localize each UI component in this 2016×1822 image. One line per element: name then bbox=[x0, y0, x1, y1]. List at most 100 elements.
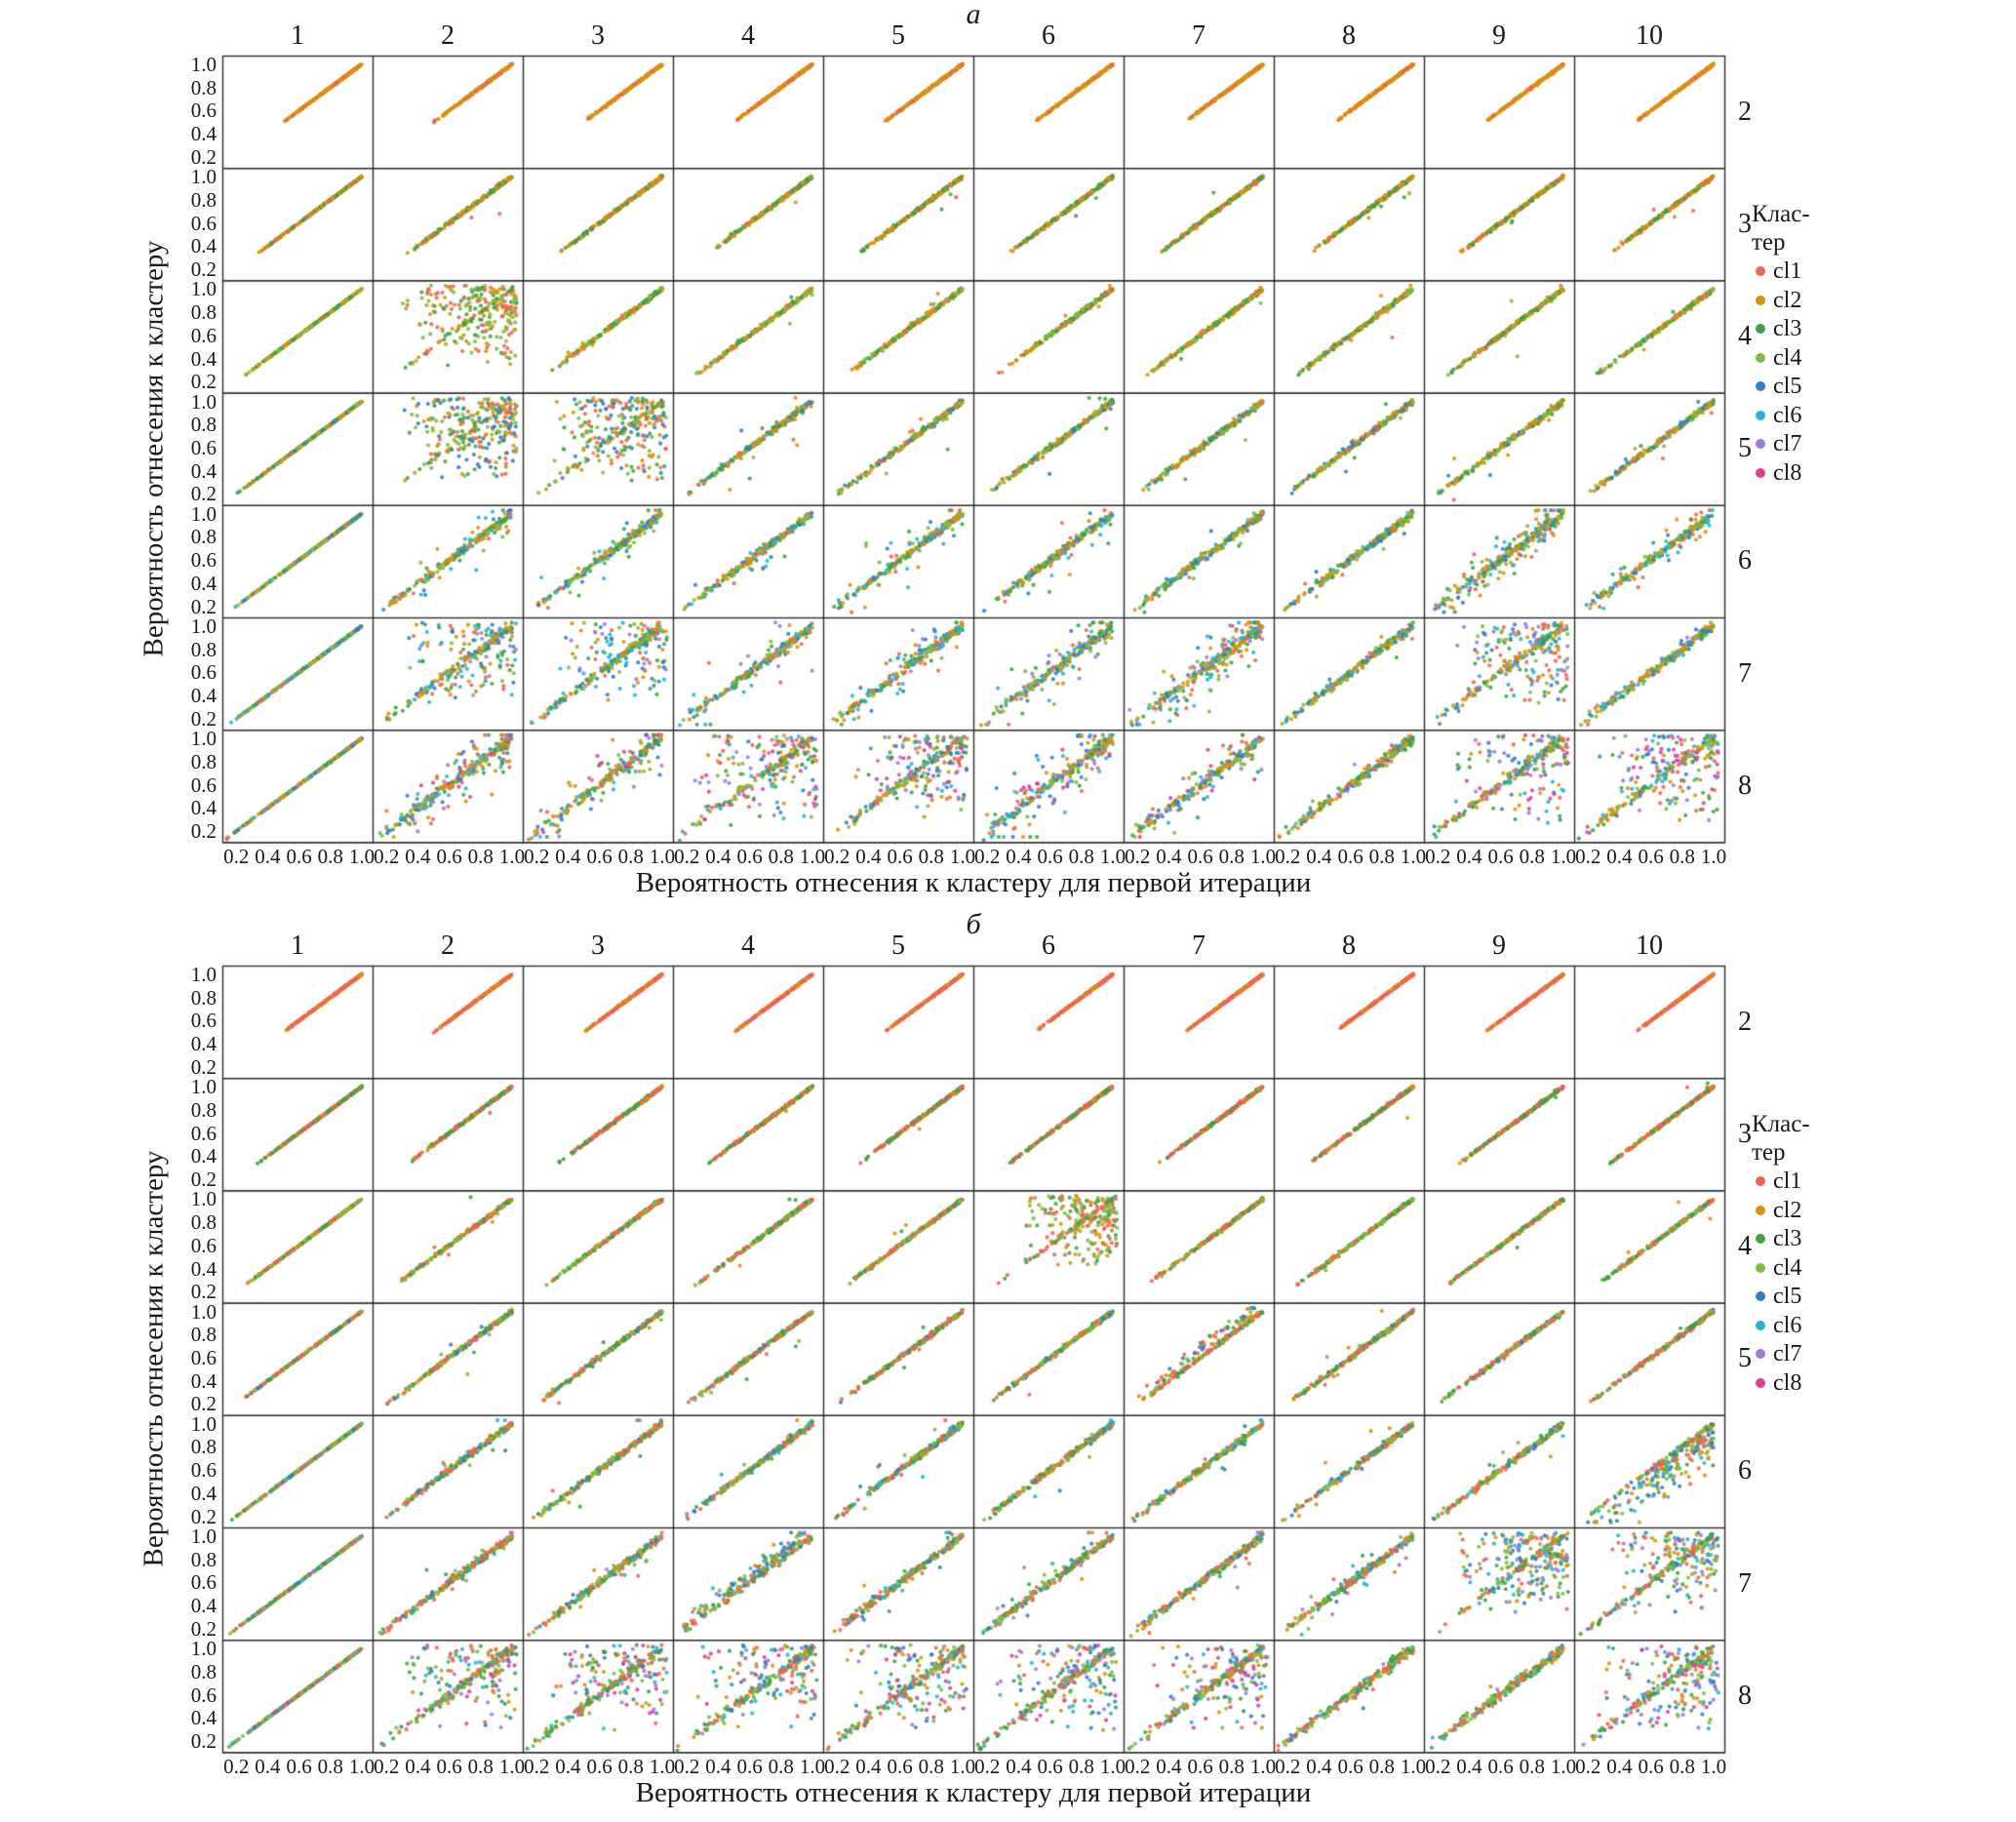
x-tick-label: 0.8 bbox=[1368, 1755, 1395, 1779]
y-tick-label: 0.6 bbox=[190, 1121, 217, 1145]
x-tick-label: 0.8 bbox=[1218, 1755, 1245, 1779]
y-tick-label: 0.8 bbox=[190, 1547, 217, 1571]
legend-item: cl6 bbox=[1756, 403, 1801, 428]
legend-swatch-cl6 bbox=[1756, 1320, 1765, 1330]
x-tick-label: 0.8 bbox=[1368, 845, 1395, 869]
x-tick-label: 0.8 bbox=[467, 845, 494, 869]
row-label: 3 bbox=[1738, 208, 1752, 239]
x-tick-label: 0.8 bbox=[1669, 845, 1695, 869]
y-tick-label: 0.6 bbox=[190, 436, 217, 459]
x-tick-label: 0.2 bbox=[374, 1755, 400, 1779]
column-header: 6 bbox=[1042, 931, 1055, 961]
legend-item: cl4 bbox=[1756, 345, 1801, 371]
x-tick-label: 0.4 bbox=[705, 1755, 731, 1779]
y-tick-label: 0.2 bbox=[190, 482, 217, 506]
x-tick-label: 0.6 bbox=[1337, 845, 1364, 869]
y-tick-label: 0.8 bbox=[190, 985, 217, 1010]
x-tick-label: 0.2 bbox=[974, 1755, 1001, 1779]
legend-title: Клас- тер bbox=[1752, 1110, 1810, 1167]
x-tick-label: 1.0 bbox=[1249, 845, 1277, 869]
x-tick-label: 0.4 bbox=[1606, 1755, 1633, 1779]
panel-b: б Вероятность отнесения к кластеру Вероя… bbox=[0, 910, 2016, 1820]
x-tick-label: 0.2 bbox=[524, 845, 550, 869]
x-tick-label: 0.6 bbox=[1337, 1755, 1364, 1779]
legend-label: cl2 bbox=[1773, 287, 1802, 313]
legend-swatch-cl5 bbox=[1756, 1291, 1765, 1301]
x-tick-label: 1.0 bbox=[799, 1755, 826, 1779]
legend-item: cl4 bbox=[1756, 1255, 1801, 1281]
x-tick-label: 0.6 bbox=[736, 1755, 763, 1779]
y-tick-label: 0.6 bbox=[190, 211, 217, 235]
row-label: 8 bbox=[1738, 770, 1752, 801]
legend-item: cl8 bbox=[1756, 1370, 1801, 1396]
y-tick-label: 0.6 bbox=[190, 1570, 217, 1595]
legend-title-line: тер bbox=[1752, 1139, 1786, 1166]
column-header: 7 bbox=[1192, 20, 1206, 51]
x-tick-label: 0.6 bbox=[1487, 845, 1514, 869]
legend-swatch-cl6 bbox=[1756, 410, 1765, 420]
legend-label: cl4 bbox=[1773, 1254, 1802, 1281]
column-header: 5 bbox=[891, 20, 905, 51]
y-tick-label: 0.6 bbox=[190, 1346, 217, 1369]
legend-item: cl1 bbox=[1756, 1168, 1801, 1194]
x-axis-label: Вероятность отнесения к кластеру для пер… bbox=[635, 1777, 1312, 1808]
column-header: 4 bbox=[741, 20, 755, 51]
legend-swatch-cl7 bbox=[1756, 439, 1765, 449]
row-label: 6 bbox=[1738, 1455, 1752, 1486]
row-label: 4 bbox=[1738, 1231, 1752, 1261]
column-header: 10 bbox=[1636, 931, 1663, 961]
x-tick-label: 0.2 bbox=[223, 845, 250, 869]
x-tick-label: 0.8 bbox=[317, 1755, 343, 1779]
y-tick-label: 0.2 bbox=[190, 1504, 217, 1528]
x-tick-label: 0.8 bbox=[918, 845, 944, 869]
legend-label: cl1 bbox=[1773, 258, 1802, 284]
x-tick-label: 0.4 bbox=[1456, 845, 1482, 869]
x-tick-label: 1.0 bbox=[1400, 1755, 1427, 1779]
x-tick-label: 0.2 bbox=[1125, 1755, 1151, 1779]
x-tick-label: 0.2 bbox=[1575, 1755, 1601, 1779]
legend-swatch-cl4 bbox=[1756, 1262, 1765, 1273]
legend-title-line: тер bbox=[1752, 229, 1786, 256]
y-tick-label: 1.0 bbox=[190, 389, 217, 414]
legend-item: cl7 bbox=[1756, 431, 1801, 456]
legend-swatch-cl2 bbox=[1756, 1205, 1765, 1215]
legend-swatch-cl7 bbox=[1756, 1349, 1765, 1359]
y-tick-label: 0.6 bbox=[190, 323, 217, 347]
y-tick-label: 0.2 bbox=[190, 144, 217, 169]
column-header: 1 bbox=[291, 931, 304, 961]
x-tick-label: 0.6 bbox=[1187, 1755, 1213, 1779]
x-tick-label: 0.6 bbox=[1037, 845, 1063, 869]
y-tick-label: 1.0 bbox=[190, 1524, 217, 1548]
x-tick-label: 0.2 bbox=[824, 1755, 850, 1779]
y-tick-label: 0.6 bbox=[190, 1009, 217, 1033]
y-tick-label: 0.2 bbox=[190, 1392, 217, 1416]
x-tick-label: 0.2 bbox=[974, 845, 1001, 869]
y-tick-label: 0.8 bbox=[190, 525, 217, 549]
x-tick-label: 0.4 bbox=[1306, 845, 1332, 869]
legend-item: cl6 bbox=[1756, 1313, 1801, 1338]
x-tick-label: 1.0 bbox=[1550, 845, 1577, 869]
y-tick-label: 0.4 bbox=[190, 1706, 217, 1730]
column-header: 3 bbox=[591, 931, 605, 961]
x-tick-label: 0.6 bbox=[1037, 1755, 1063, 1779]
legend-label: cl7 bbox=[1773, 431, 1802, 456]
y-tick-label: 0.4 bbox=[190, 684, 217, 708]
y-tick-label: 0.2 bbox=[190, 594, 217, 618]
y-tick-label: 0.8 bbox=[190, 1323, 217, 1347]
y-tick-label: 1.0 bbox=[190, 52, 217, 76]
column-header: 9 bbox=[1492, 931, 1506, 961]
panel-title: а bbox=[966, 0, 981, 30]
legend-label: cl8 bbox=[1773, 459, 1802, 486]
y-tick-label: 0.4 bbox=[190, 1032, 217, 1056]
column-header: 2 bbox=[441, 20, 455, 51]
legend-title-line: Клас- bbox=[1752, 201, 1810, 227]
x-tick-label: 0.8 bbox=[617, 1755, 644, 1779]
y-tick-label: 0.4 bbox=[190, 1144, 217, 1168]
legend-swatch-cl5 bbox=[1756, 381, 1765, 391]
row-label: 7 bbox=[1738, 1567, 1752, 1599]
x-tick-label: 0.4 bbox=[555, 1755, 581, 1779]
y-tick-label: 1.0 bbox=[190, 614, 217, 638]
y-tick-label: 0.8 bbox=[190, 1097, 217, 1122]
legend-item: cl2 bbox=[1756, 1198, 1801, 1223]
y-tick-label: 0.2 bbox=[190, 257, 217, 282]
